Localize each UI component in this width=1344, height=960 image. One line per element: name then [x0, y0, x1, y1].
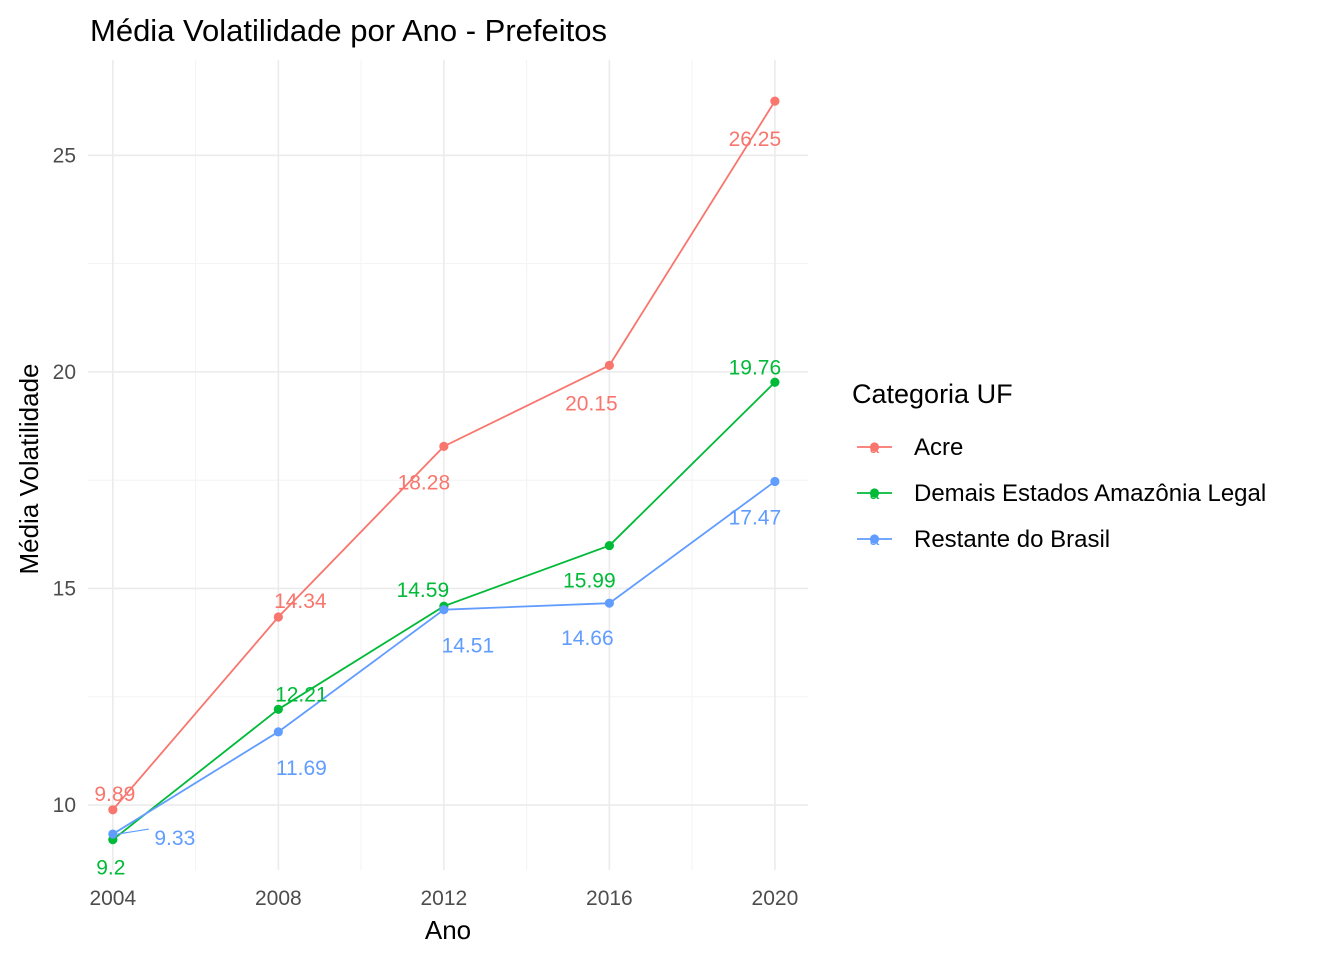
- data-label: 9.89: [94, 783, 135, 806]
- data-label: 26.25: [729, 128, 782, 151]
- data-point: [273, 727, 283, 737]
- data-point: [108, 829, 118, 839]
- data-point: [439, 605, 449, 615]
- data-label: 14.66: [561, 627, 614, 650]
- data-label: 14.51: [442, 635, 495, 658]
- data-label: 15.99: [563, 570, 616, 593]
- data-label: 9.2: [96, 857, 125, 880]
- y-axis-title: Média Volatilidade: [14, 363, 44, 574]
- data-point: [604, 540, 614, 551]
- label-leader-line: [117, 828, 149, 835]
- legend-key-glyph: a: [870, 530, 880, 549]
- data-point: [439, 441, 449, 451]
- y-tick-label: 25: [53, 144, 76, 167]
- data-point: [770, 476, 780, 487]
- legend-label: Acre: [914, 434, 963, 461]
- y-axis-ticks: 10 15 20 25: [53, 144, 76, 817]
- data-label: 19.76: [729, 356, 782, 379]
- data-label: 20.15: [565, 392, 618, 415]
- y-tick-label: 15: [53, 577, 76, 600]
- data-label: 18.28: [398, 471, 451, 494]
- chart-title: Média Volatilidade por Ano - Prefeitos: [90, 13, 607, 48]
- data-point: [770, 96, 780, 106]
- legend-items: a Acre a Demais Estados Amazônia Legal a Rest…: [857, 434, 1266, 553]
- x-axis-title: Ano: [425, 915, 471, 945]
- y-tick-label: 20: [53, 361, 76, 384]
- data-label: 11.69: [276, 757, 327, 780]
- x-tick-label: 2008: [255, 887, 302, 910]
- data-point: [273, 704, 283, 714]
- legend-label: Demais Estados Amazônia Legal: [914, 480, 1266, 507]
- x-tick-label: 2012: [421, 887, 468, 910]
- data-point: [273, 612, 283, 622]
- data-labels: 9.89 14.34 18.28 20.15 26.25 9.2 12.21 14.59 15.…: [94, 128, 781, 880]
- series-layer: [108, 96, 780, 845]
- data-label: 14.59: [397, 579, 450, 602]
- x-axis-ticks: 2004 2008 2012 2016 2020: [89, 887, 798, 910]
- legend-key-point: [869, 488, 880, 498]
- series-restante-do-brasil: [108, 476, 780, 839]
- data-label: 12.21: [275, 683, 328, 706]
- legend: Categoria UF a Acre a Demais Estados Amazôn…: [852, 379, 1266, 553]
- data-point: [770, 377, 780, 387]
- legend-key-point: [869, 534, 880, 544]
- legend-title: Categoria UF: [852, 379, 1013, 409]
- x-tick-label: 2016: [586, 887, 633, 910]
- legend-key-glyph: a: [870, 484, 880, 503]
- data-point: [604, 598, 614, 608]
- series-acre: [108, 96, 780, 815]
- x-tick-label: 2004: [89, 887, 136, 910]
- data-label: 17.47: [729, 506, 782, 529]
- legend-key-point: [869, 442, 880, 452]
- data-point: [604, 360, 614, 370]
- data-point: [108, 805, 118, 815]
- x-tick-label: 2020: [752, 887, 799, 910]
- legend-label: Restante do Brasil: [914, 526, 1110, 553]
- grid: [88, 60, 808, 870]
- data-label: 14.34: [274, 590, 327, 613]
- y-tick-label: 10: [53, 794, 76, 817]
- legend-item: a Acre: [857, 434, 963, 461]
- legend-item: a Restante do Brasil: [857, 526, 1110, 553]
- legend-key-glyph: a: [870, 438, 880, 457]
- data-label: 9.33: [154, 827, 195, 850]
- legend-item: a Demais Estados Amazônia Legal: [857, 480, 1266, 507]
